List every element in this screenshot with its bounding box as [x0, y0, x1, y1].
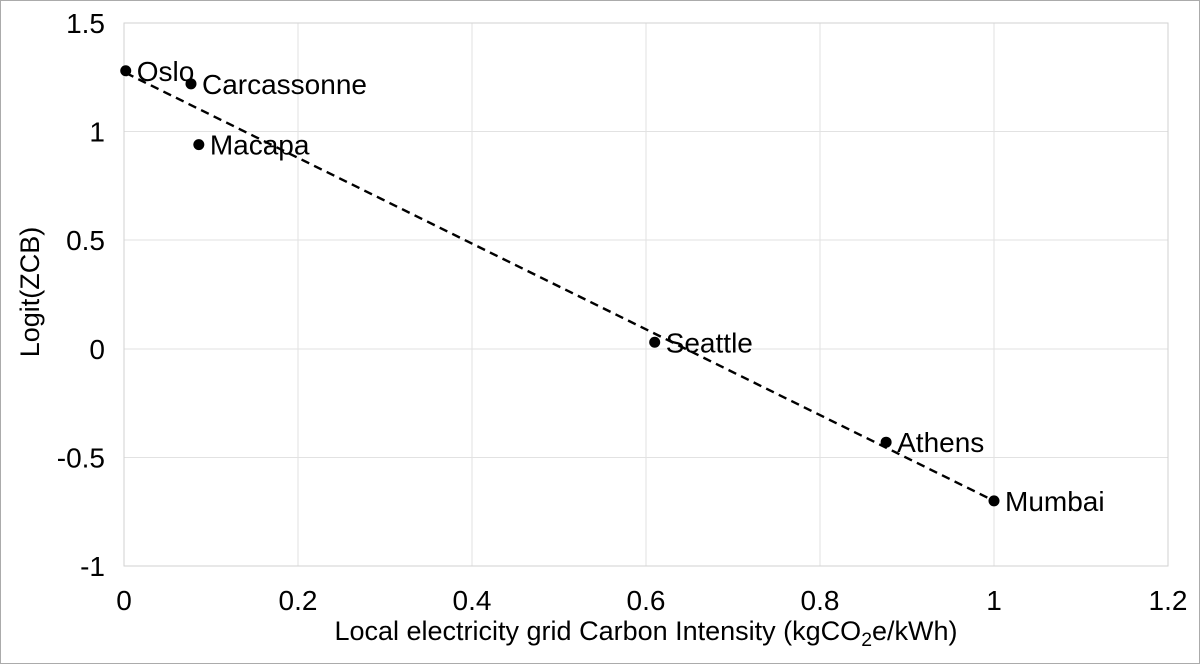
- data-point-label: Oslo: [137, 56, 195, 87]
- gridlines: [123, 22, 1169, 567]
- x-tick-label: 1: [986, 585, 1002, 616]
- y-tick-label: 0.5: [66, 225, 105, 256]
- tick-labels-layer: 0 0.2 0.4 0.6 0.8 1 1.2 -1 -0.5 0 0.5 1 1.5: [57, 8, 1188, 616]
- x-axis-title-part-2: e/kWh): [872, 616, 958, 646]
- data-point-dot: [185, 78, 197, 90]
- y-tick-label: -1: [80, 551, 105, 582]
- plot-area-border: [123, 22, 1169, 567]
- data-point-label: Macapa: [210, 130, 310, 161]
- x-tick-label: 1.2: [1149, 585, 1188, 616]
- y-tick-label: 0: [89, 334, 105, 365]
- y-axis-title: Logit(ZCB): [15, 227, 45, 358]
- data-point-dot: [988, 495, 1000, 507]
- y-tick-label: 1: [89, 117, 105, 148]
- data-point-label: Mumbai: [1005, 486, 1105, 517]
- y-tick-label: 1.5: [66, 8, 105, 39]
- data-point-label: Carcassonne: [202, 69, 367, 100]
- x-tick-label: 0.2: [279, 585, 318, 616]
- x-axis-title-part-1: Local electricity grid Carbon Intensity …: [334, 616, 862, 646]
- x-tick-label: 0.6: [627, 585, 666, 616]
- data-point-label: Seattle: [666, 327, 753, 358]
- plot-area: [123, 22, 1169, 567]
- trendline: [125, 71, 995, 502]
- data-point-dot: [193, 139, 205, 151]
- trendline-layer: [125, 71, 995, 502]
- data-points-layer: Oslo Carcassonne Macapa Seattle Athens Mumbai: [120, 56, 1105, 517]
- x-tick-label: 0: [116, 585, 132, 616]
- data-point-dot: [120, 65, 132, 77]
- x-axis-title-subscript: 2: [861, 628, 872, 651]
- y-tick-label: -0.5: [57, 442, 105, 473]
- data-point-dot: [880, 436, 892, 448]
- x-tick-label: 0.8: [801, 585, 840, 616]
- x-axis-title: Local electricity grid Carbon Intensity …: [124, 616, 1168, 652]
- x-tick-label: 0.4: [453, 585, 492, 616]
- data-point-label: Athens: [897, 427, 984, 458]
- data-point-dot: [649, 336, 661, 348]
